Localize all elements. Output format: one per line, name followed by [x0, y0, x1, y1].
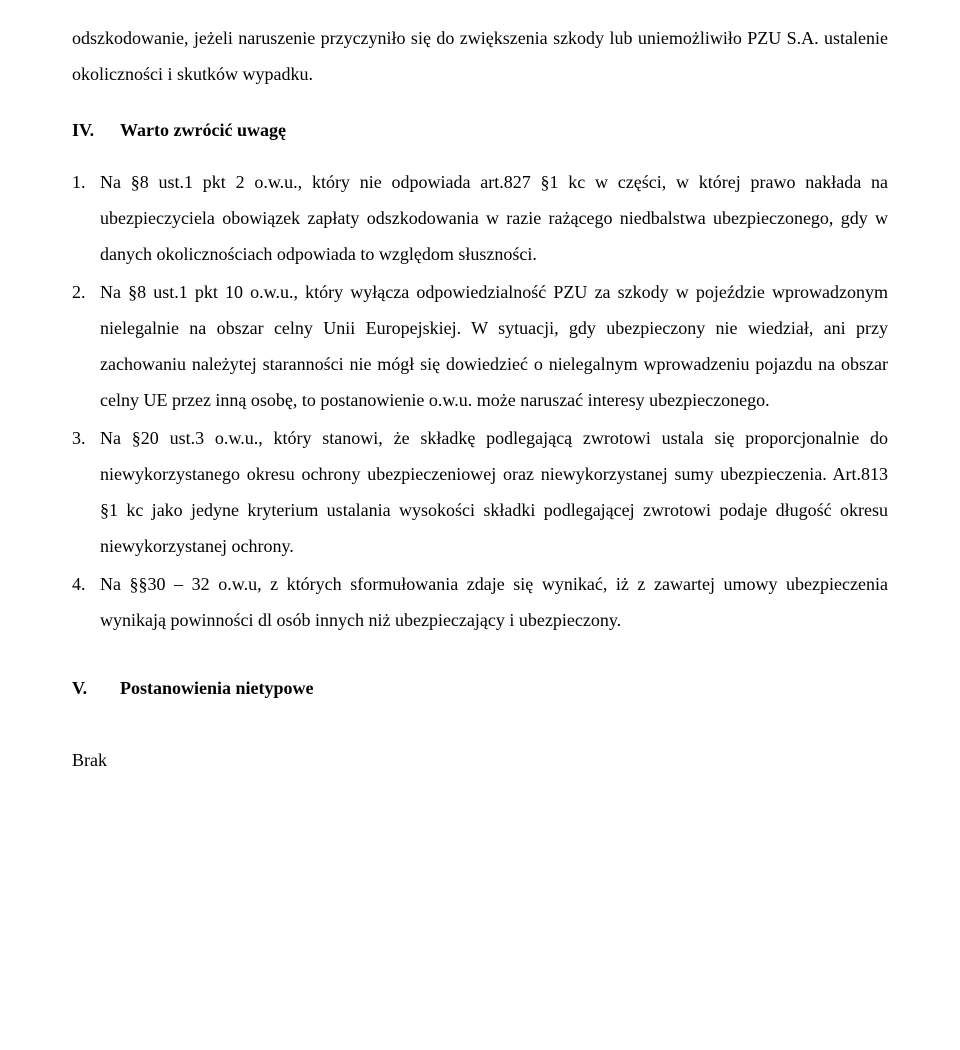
list-item: 4. Na §§30 – 32 o.w.u, z których sformuł… — [72, 566, 888, 638]
section-iv-number: IV. — [72, 112, 120, 148]
intro-paragraph: odszkodowanie, jeżeli naruszenie przyczy… — [72, 20, 888, 92]
list-item-number: 1. — [72, 164, 100, 272]
section-v-heading: V. Postanowienia nietypowe — [72, 670, 888, 706]
list-item-text: Na §8 ust.1 pkt 10 o.w.u., który wyłącza… — [100, 274, 888, 418]
list-item-number: 4. — [72, 566, 100, 638]
list-item: 3. Na §20 ust.3 o.w.u., który stanowi, ż… — [72, 420, 888, 564]
list-item-number: 2. — [72, 274, 100, 418]
list-item-number: 3. — [72, 420, 100, 564]
list-item: 1. Na §8 ust.1 pkt 2 o.w.u., który nie o… — [72, 164, 888, 272]
section-iv-title: Warto zwrócić uwagę — [120, 112, 286, 148]
list-item-text: Na §20 ust.3 o.w.u., który stanowi, że s… — [100, 420, 888, 564]
final-text: Brak — [72, 742, 888, 778]
section-v-number: V. — [72, 670, 120, 706]
list-iv: 1. Na §8 ust.1 pkt 2 o.w.u., który nie o… — [72, 164, 888, 638]
section-iv-heading: IV. Warto zwrócić uwagę — [72, 112, 888, 148]
list-item-text: Na §§30 – 32 o.w.u, z których sformułowa… — [100, 566, 888, 638]
list-item-text: Na §8 ust.1 pkt 2 o.w.u., który nie odpo… — [100, 164, 888, 272]
list-item: 2. Na §8 ust.1 pkt 10 o.w.u., który wyłą… — [72, 274, 888, 418]
section-v-title: Postanowienia nietypowe — [120, 670, 314, 706]
